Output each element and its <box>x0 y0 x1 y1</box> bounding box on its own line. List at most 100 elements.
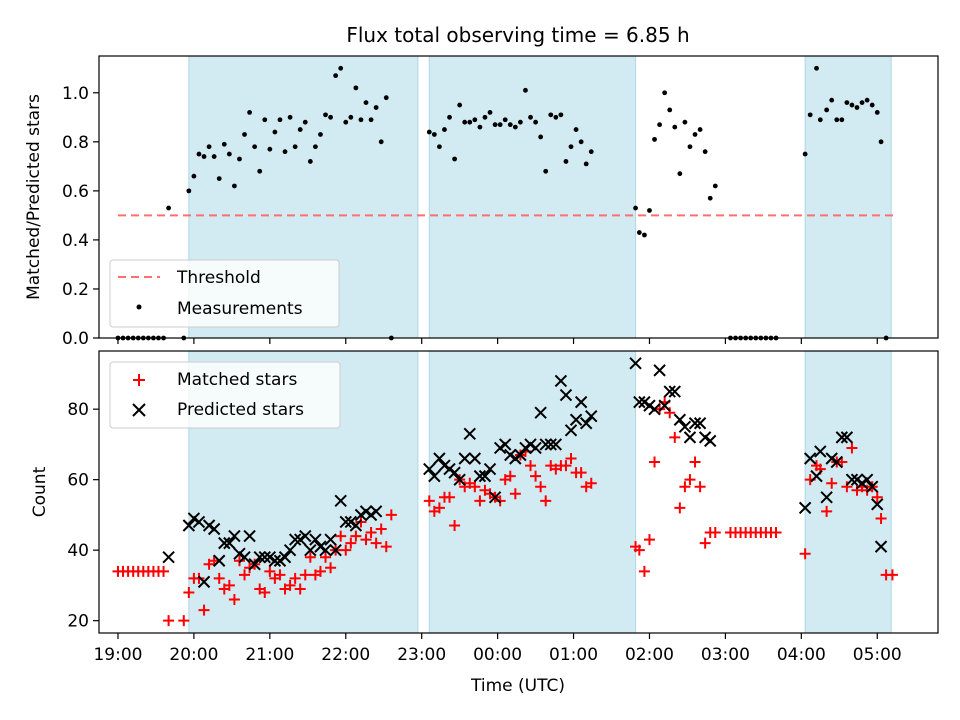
predicted-stars-points <box>162 357 888 589</box>
measurement-point <box>568 144 574 150</box>
measurement-point <box>373 105 379 110</box>
legend-matched-label: Matched stars <box>177 370 297 390</box>
predicted-star-point <box>213 554 226 567</box>
measurement-point <box>378 139 384 145</box>
measurement-point <box>807 112 813 118</box>
matched-star-point <box>770 527 782 539</box>
measurement-point <box>874 110 880 115</box>
measurement-point <box>849 102 855 108</box>
predicted-star-point <box>514 448 527 462</box>
measurement-point <box>437 144 442 150</box>
x-tick-label: 00:00 <box>473 645 522 665</box>
measurement-point <box>221 141 227 147</box>
predicted-star-point <box>678 420 692 433</box>
predicted-star-point <box>820 491 833 504</box>
matched-star-point <box>304 551 316 563</box>
predicted-star-point <box>258 551 271 564</box>
measurement-point <box>333 73 339 79</box>
measurement-point <box>553 114 559 120</box>
predicted-star-point <box>453 473 466 486</box>
predicted-star-point <box>324 533 337 546</box>
predicted-star-point <box>629 357 642 370</box>
measurement-point <box>267 146 273 152</box>
predicted-star-point <box>830 455 843 469</box>
measurement-point <box>707 195 713 201</box>
measurement-point <box>452 156 457 162</box>
predicted-star-point <box>663 385 676 398</box>
measurement-point <box>257 168 263 174</box>
predicted-star-point <box>803 452 817 465</box>
predicted-star-point <box>549 438 563 451</box>
matched-star-point <box>669 431 681 443</box>
top-plot-frame <box>98 55 939 339</box>
measurement-point <box>652 136 657 142</box>
measurement-point <box>697 127 703 132</box>
measurement-point <box>252 144 258 150</box>
measurement-point <box>237 156 242 162</box>
observing-span <box>804 350 892 634</box>
measurement-point <box>859 100 865 105</box>
matched-star-point <box>826 477 838 489</box>
predicted-star-point <box>693 417 707 430</box>
matched-star-point <box>540 495 552 507</box>
measurement-point <box>642 232 647 238</box>
predicted-star-point <box>673 413 687 426</box>
matched-star-point <box>284 579 296 591</box>
measurement-point <box>712 183 718 189</box>
matched-star-point <box>289 572 301 584</box>
matched-star-point <box>158 565 170 577</box>
matched-star-point <box>239 569 251 581</box>
measurement-point <box>318 132 323 137</box>
predicted-star-point <box>564 424 578 437</box>
predicted-star-point <box>653 364 666 377</box>
measurement-point <box>338 65 344 71</box>
predicted-star-point <box>304 543 317 557</box>
predicted-star-point <box>478 469 492 483</box>
matched-star-point <box>228 594 240 606</box>
y-tick-label: 0.8 <box>62 133 89 153</box>
predicted-star-point <box>309 533 322 546</box>
measurement-point <box>533 119 538 125</box>
matched-star-point <box>649 456 661 468</box>
measurement-point <box>657 122 662 128</box>
top-x-tick-marks <box>117 338 878 344</box>
predicted-star-point <box>192 515 206 529</box>
y-tick-label: 0.6 <box>62 182 89 202</box>
predicted-star-point <box>228 529 241 543</box>
predicted-star-point <box>845 473 859 486</box>
matched-star-point <box>444 491 456 503</box>
matched-star-point <box>380 541 392 553</box>
predicted-star-point <box>428 469 441 483</box>
predicted-star-point <box>579 417 593 430</box>
predicted-star-point <box>529 441 542 455</box>
measurement-point <box>442 127 447 132</box>
measurement-point <box>817 117 823 123</box>
measurement-point <box>457 102 463 108</box>
matched-star-point <box>264 565 276 577</box>
measurement-point <box>216 176 222 182</box>
measurement-point <box>667 107 673 113</box>
predicted-star-point <box>369 505 383 518</box>
predicted-star-point <box>668 385 681 398</box>
predicted-star-point <box>433 452 446 465</box>
matched-star-point <box>375 523 387 535</box>
predicted-star-point <box>248 558 261 571</box>
matched-star-point <box>841 481 853 493</box>
predicted-star-point <box>329 543 342 557</box>
measurement-point <box>543 168 549 174</box>
predicted-star-point <box>554 374 568 388</box>
measurement-point <box>492 122 498 128</box>
measurement-point <box>548 112 554 118</box>
matched-star-point <box>294 583 306 595</box>
predicted-star-point <box>648 402 661 416</box>
measurement-point <box>447 114 452 120</box>
predicted-star-point <box>182 519 196 532</box>
predicted-star-point <box>349 519 363 532</box>
measurement-point <box>558 112 564 118</box>
predicted-star-point <box>218 536 231 550</box>
predicted-star-point <box>339 515 352 529</box>
matched-star-point <box>469 481 481 493</box>
matched-star-point <box>433 502 445 514</box>
predicted-star-point <box>243 529 256 543</box>
